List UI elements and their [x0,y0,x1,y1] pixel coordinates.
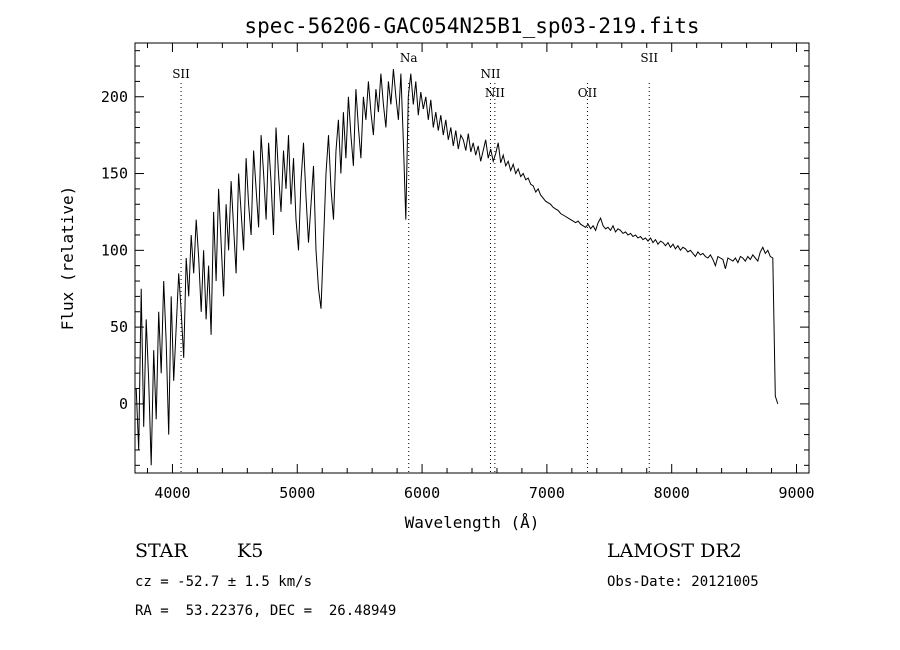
y-tick-label: 0 [119,395,128,413]
coordinates: RA = 53.22376, DEC = 26.48949 [135,603,397,619]
spectral-line-label: Na [400,51,418,65]
spectral-line-label: NII [485,86,505,100]
y-axis-label: Flux (relative) [58,186,77,331]
spectral-line-label: SII [172,67,190,81]
x-tick-label: 7000 [529,484,565,502]
x-tick-label: 6000 [404,484,440,502]
x-tick-label: 4000 [154,484,190,502]
y-tick-label: 150 [101,165,128,183]
y-tick-label: 200 [101,88,128,106]
x-tick-label: 5000 [279,484,315,502]
spectral-line-label: SII [640,51,658,65]
spectrum-line [135,69,779,466]
y-tick-label: 100 [101,241,128,259]
spectral-line-label: OII [578,86,598,100]
x-axis-label: Wavelength (Å) [405,513,540,532]
redshift-info: cz = -52.7 ± 1.5 km/s [135,574,313,590]
chart-title: spec-56206-GAC054N25B1_sp03-219.fits [244,14,699,38]
object-subclass: K5 [237,540,264,562]
y-tick-label: 50 [110,318,128,336]
x-tick-label: 8000 [654,484,690,502]
axes-group: 4000 5000 6000 7000 8000 9000 0 50 100 150 200 [101,43,815,502]
observation-date: Obs-Date: 20121005 [607,574,759,590]
spectral-line-markers: SII Na NII NII OII SII [172,51,658,473]
object-class: STAR [135,540,188,562]
x-tick-label: 9000 [778,484,814,502]
survey-name: LAMOST DR2 [607,540,742,562]
spectral-line-label: NII [480,67,500,81]
